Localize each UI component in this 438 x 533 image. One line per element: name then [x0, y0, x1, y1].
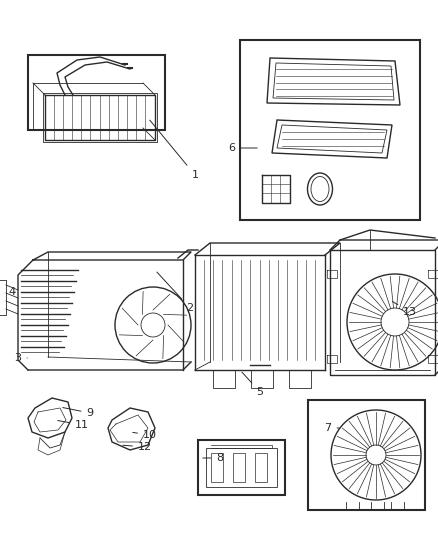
Bar: [308, 400, 425, 510]
Text: 11: 11: [58, 420, 89, 430]
Text: 1: 1: [150, 120, 198, 180]
Text: 13: 13: [392, 302, 417, 317]
Bar: [233, 453, 245, 482]
Bar: [240, 40, 420, 220]
Text: 12: 12: [123, 442, 152, 452]
Bar: [211, 453, 223, 482]
Text: 2: 2: [157, 272, 194, 313]
Text: 8: 8: [203, 453, 223, 463]
Text: 9: 9: [63, 408, 94, 418]
Bar: [255, 453, 267, 482]
Bar: [198, 440, 285, 495]
Text: 3: 3: [14, 353, 27, 363]
Text: 4: 4: [8, 287, 16, 297]
Text: 6: 6: [229, 143, 257, 153]
Text: 10: 10: [133, 430, 157, 440]
Bar: [206, 448, 277, 487]
Text: 5: 5: [242, 372, 264, 397]
Text: 7: 7: [325, 423, 339, 433]
Bar: [28, 55, 165, 130]
